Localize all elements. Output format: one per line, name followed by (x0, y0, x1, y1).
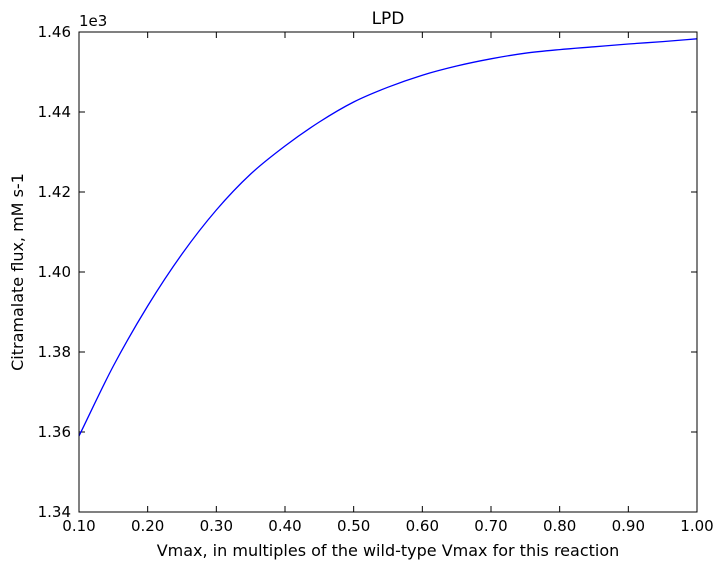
series-line-0 (78, 38, 698, 437)
plot-frame (78, 31, 698, 513)
y-tick-label: 1.42 (38, 183, 71, 201)
x-tick-label: 0.30 (200, 517, 233, 535)
axis-ticks (78, 31, 698, 513)
x-tick-label: 0.90 (612, 517, 645, 535)
x-tick-label: 0.20 (131, 517, 164, 535)
x-tick-label: 0.10 (62, 517, 95, 535)
y-axis-label: Citramalate flux, mM s-1 (8, 173, 27, 371)
y-tick-label: 1.40 (38, 263, 71, 281)
x-tick-label: 0.70 (474, 517, 507, 535)
chart-title: LPD (372, 9, 405, 29)
x-tick-label: 0.50 (337, 517, 370, 535)
y-tick-label: 1.36 (38, 423, 71, 441)
x-tick-label: 0.60 (406, 517, 439, 535)
y-tick-label: 1.46 (38, 23, 71, 41)
x-tick-label: 0.80 (543, 517, 576, 535)
series-group (78, 38, 698, 437)
x-tick-label: 1.00 (680, 517, 713, 535)
y-tick-label: 1.34 (38, 503, 71, 521)
tick-labels: 0.10 0.20 0.30 0.40 0.50 0.60 0.70 0.80 0.90 1.00… (38, 23, 714, 535)
y-axis-offset-label: 1e3 (79, 12, 107, 30)
x-tick-label: 0.40 (268, 517, 301, 535)
y-tick-label: 1.44 (38, 103, 71, 121)
x-axis-label: Vmax, in multiples of the wild-type Vmax… (157, 541, 620, 560)
y-tick-label: 1.38 (38, 343, 71, 361)
